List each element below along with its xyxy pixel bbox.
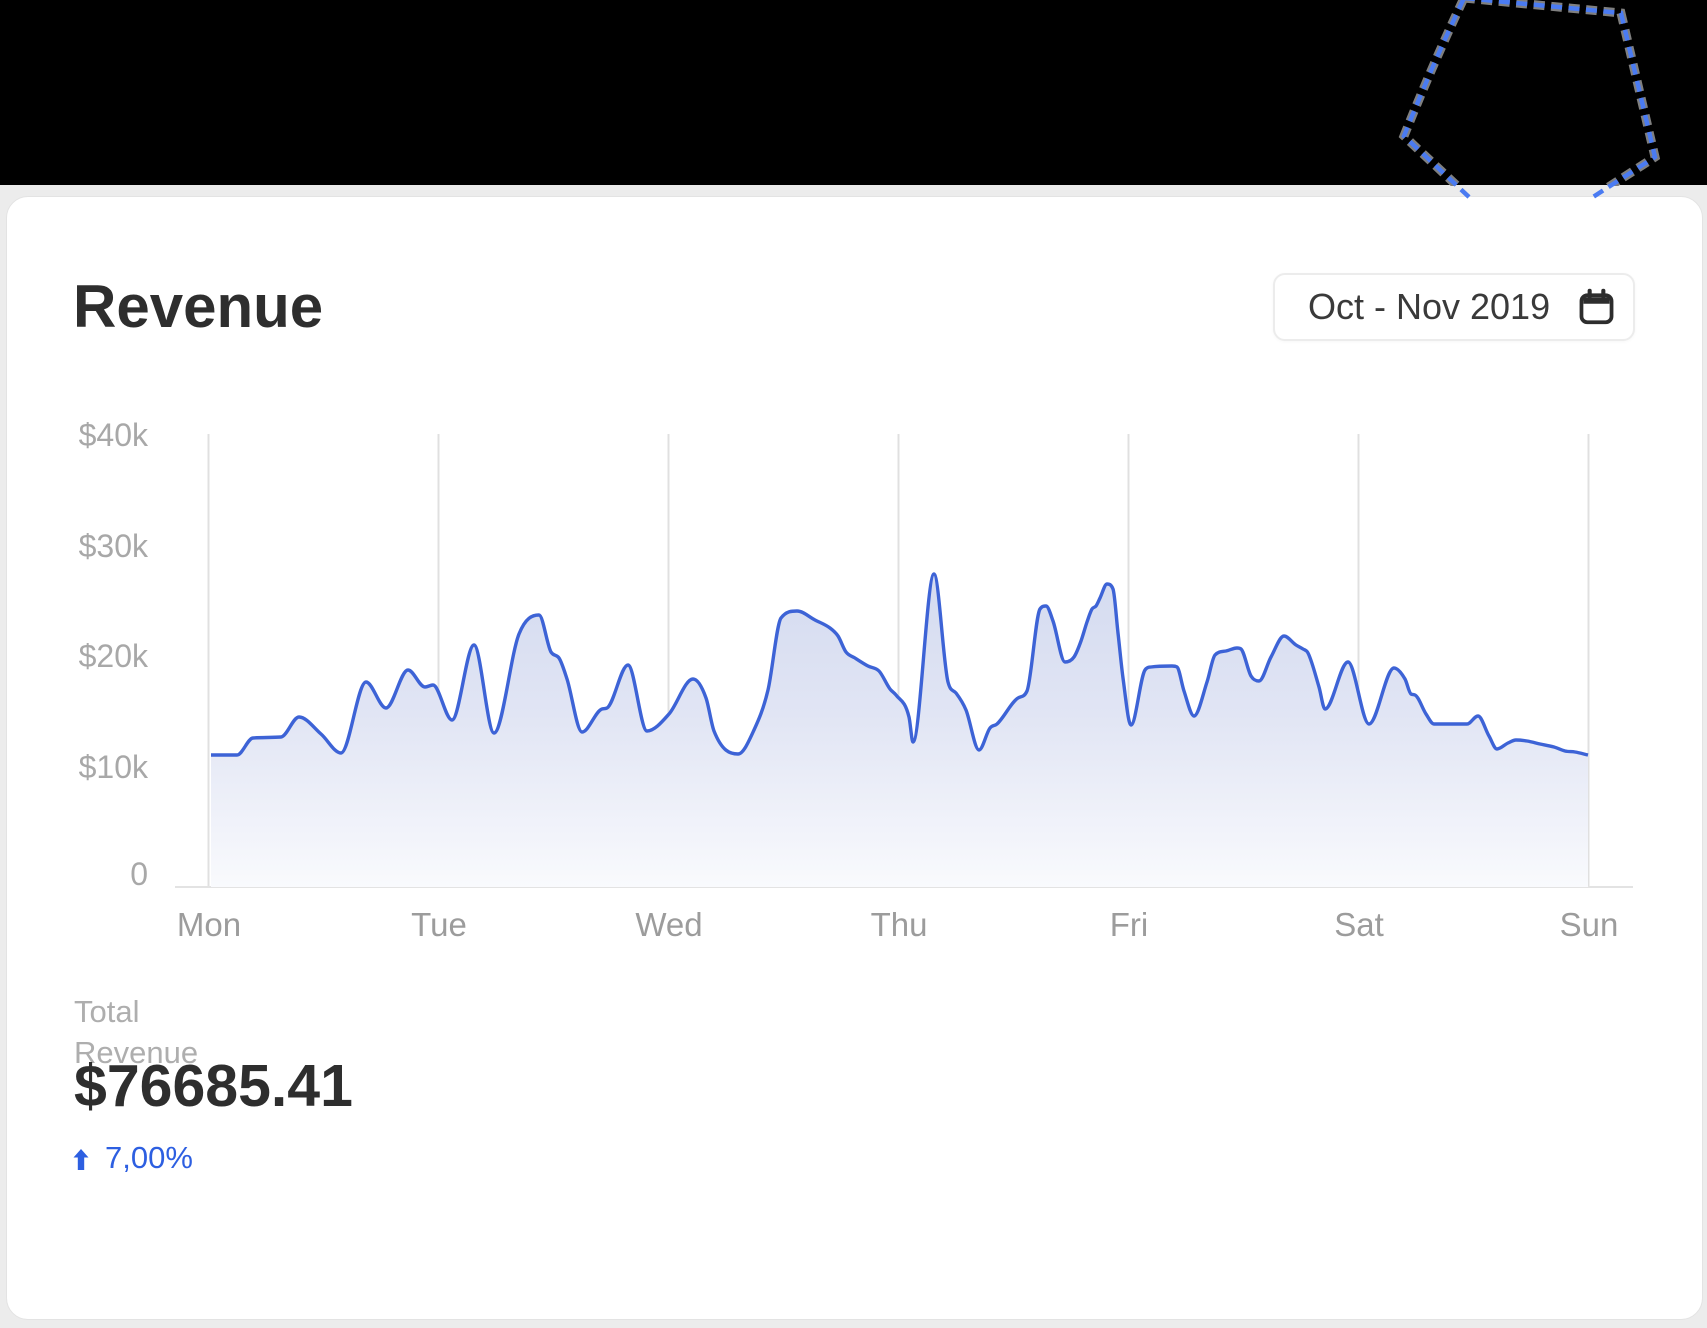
svg-text:$10k: $10k xyxy=(79,749,149,785)
svg-text:Mon: Mon xyxy=(177,906,241,943)
svg-text:Fri: Fri xyxy=(1110,906,1148,943)
svg-text:$40k: $40k xyxy=(79,417,149,453)
svg-text:$20k: $20k xyxy=(79,638,149,674)
svg-text:0: 0 xyxy=(130,856,148,892)
svg-text:Sun: Sun xyxy=(1560,906,1619,943)
svg-text:Tue: Tue xyxy=(411,906,467,943)
svg-text:$30k: $30k xyxy=(79,528,149,564)
svg-text:Thu: Thu xyxy=(871,906,928,943)
svg-text:Sat: Sat xyxy=(1334,906,1384,943)
svg-text:Wed: Wed xyxy=(635,906,702,943)
